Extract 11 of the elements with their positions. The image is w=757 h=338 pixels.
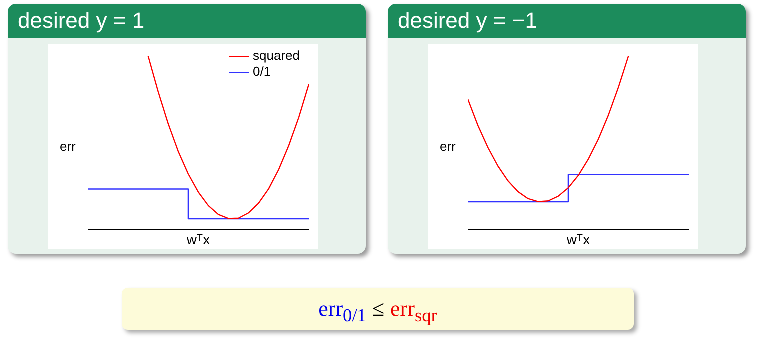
legend-label: squared [253, 48, 300, 64]
legend-label: 0/1 [253, 64, 272, 80]
x-axis-title: wᵀx [186, 231, 210, 248]
text: err$_{0/1}$ [318, 296, 366, 326]
chart-title: desired y = −1 [388, 4, 746, 38]
x-axis-title: wᵀx [566, 231, 590, 248]
chart-title: desired y = 1 [8, 4, 366, 38]
y-axis-title: err [60, 139, 76, 154]
text: ≤ [372, 296, 385, 321]
text: err$_{sqr}$ [390, 296, 438, 326]
y-axis-title: err [440, 139, 456, 154]
